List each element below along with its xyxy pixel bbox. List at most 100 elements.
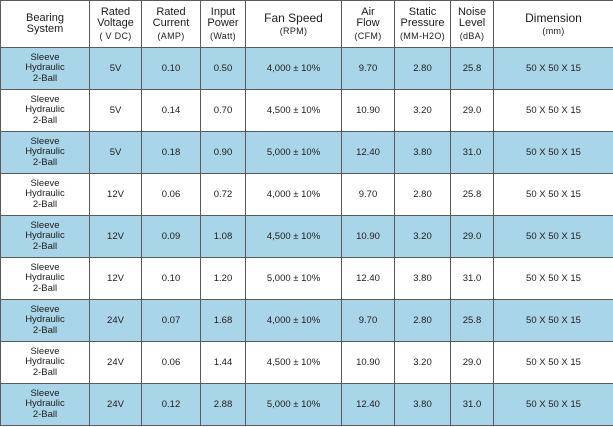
cell-voltage: 5V	[89, 89, 142, 132]
cell-current: 0.06	[141, 173, 201, 216]
bearing-line: 2-Ball	[32, 282, 58, 294]
cell-power: 0.70	[200, 89, 246, 132]
cell-current: 0.10	[141, 47, 201, 90]
cell-speed: 5,000 ± 10%	[245, 257, 342, 300]
bearing-line: Hydraulic	[25, 272, 65, 284]
table-row: Sleeve Hydraulic 2-Ball 24V 0.12 2.88 5,000 ± …	[0, 383, 613, 426]
cell-dimension: 50 X 50 X 15	[493, 131, 613, 174]
bearing-line: 2-Ball	[32, 366, 58, 378]
cell-pressure: 2.80	[394, 47, 451, 90]
cell-pressure: 2.80	[394, 299, 451, 342]
cell-pressure: 2.80	[394, 173, 451, 216]
cell-dimension: 50 X 50 X 15	[493, 341, 613, 384]
bearing-line: Hydraulic	[25, 62, 65, 74]
bearing-line: Sleeve	[30, 303, 60, 315]
bearing-line: Hydraulic	[25, 314, 65, 326]
cell-dimension: 50 X 50 X 15	[493, 47, 613, 90]
table-row: Sleeve Hydraulic 2-Ball 5V 0.10 0.50 4,000 ± 1…	[0, 47, 613, 90]
table-row: Sleeve Hydraulic 2-Ball 24V 0.06 1.44 4,500 ± …	[0, 341, 613, 384]
cell-speed: 4,500 ± 10%	[245, 341, 342, 384]
cell-noise: 29.0	[450, 341, 494, 384]
cell-bearing-system: Sleeve Hydraulic 2-Ball	[0, 47, 90, 90]
bearing-line: Sleeve	[30, 219, 60, 231]
header-input-power: Input Power (Watt)	[200, 0, 246, 48]
cell-voltage: 5V	[89, 47, 142, 90]
cell-current: 0.10	[141, 257, 201, 300]
cell-dimension: 50 X 50 X 15	[493, 383, 613, 426]
cell-airflow: 10.90	[341, 341, 395, 384]
bearing-line: 2-Ball	[32, 240, 58, 252]
bearing-line: 2-Ball	[32, 198, 58, 210]
table-row: Sleeve Hydraulic 2-Ball 5V 0.18 0.90 5,000 ± 1…	[0, 131, 613, 174]
table-body: Sleeve Hydraulic 2-Ball 5V 0.10 0.50 4,000 ± 1…	[0, 47, 613, 426]
table-header: Bearing System Rated Voltage ( V DC) Rat…	[0, 0, 613, 48]
cell-speed: 5,000 ± 10%	[245, 131, 342, 174]
cell-pressure: 3.20	[394, 341, 451, 384]
cell-power: 1.44	[200, 341, 246, 384]
header-rated-current: Rated Current (AMP)	[141, 0, 201, 48]
cell-bearing-system: Sleeve Hydraulic 2-Ball	[0, 383, 90, 426]
cell-speed: 5,000 ± 10%	[245, 383, 342, 426]
bearing-line: Sleeve	[30, 261, 60, 273]
cell-voltage: 12V	[89, 173, 142, 216]
cell-pressure: 3.80	[394, 383, 451, 426]
cell-airflow: 10.90	[341, 215, 395, 258]
bearing-line: Hydraulic	[25, 230, 65, 242]
cell-dimension: 50 X 50 X 15	[493, 257, 613, 300]
bearing-line: Hydraulic	[25, 104, 65, 116]
bearing-line: 2-Ball	[32, 114, 58, 126]
bearing-line: Sleeve	[30, 51, 60, 63]
cell-pressure: 3.80	[394, 131, 451, 174]
cell-airflow: 9.70	[341, 173, 395, 216]
cell-power: 1.08	[200, 215, 246, 258]
cell-voltage: 5V	[89, 131, 142, 174]
cell-bearing-system: Sleeve Hydraulic 2-Ball	[0, 173, 90, 216]
cell-current: 0.14	[141, 89, 201, 132]
cell-power: 0.50	[200, 47, 246, 90]
cell-voltage: 24V	[89, 341, 142, 384]
cell-power: 0.90	[200, 131, 246, 174]
cell-dimension: 50 X 50 X 15	[493, 215, 613, 258]
cell-speed: 4,500 ± 10%	[245, 215, 342, 258]
cell-bearing-system: Sleeve Hydraulic 2-Ball	[0, 257, 90, 300]
cell-power: 1.20	[200, 257, 246, 300]
bearing-line: 2-Ball	[32, 324, 58, 336]
cell-bearing-system: Sleeve Hydraulic 2-Ball	[0, 131, 90, 174]
bearing-line: 2-Ball	[32, 156, 58, 168]
cell-airflow: 9.70	[341, 299, 395, 342]
header-row: Bearing System Rated Voltage ( V DC) Rat…	[0, 0, 613, 48]
cell-noise: 29.0	[450, 89, 494, 132]
header-bearing-system: Bearing System	[0, 0, 90, 48]
cell-voltage: 12V	[89, 215, 142, 258]
cell-bearing-system: Sleeve Hydraulic 2-Ball	[0, 341, 90, 384]
cell-bearing-system: Sleeve Hydraulic 2-Ball	[0, 299, 90, 342]
cell-current: 0.07	[141, 299, 201, 342]
header-static-pressure: Static Pressure (MM-H2O)	[394, 0, 451, 48]
cell-power: 1.68	[200, 299, 246, 342]
cell-pressure: 3.80	[394, 257, 451, 300]
cell-dimension: 50 X 50 X 15	[493, 89, 613, 132]
bearing-line: Hydraulic	[25, 356, 65, 368]
bearing-line: 2-Ball	[32, 72, 58, 84]
header-air-flow: Air Flow (CFM)	[341, 0, 395, 48]
header-rated-voltage: Rated Voltage ( V DC)	[89, 0, 142, 48]
cell-power: 2.88	[200, 383, 246, 426]
cell-airflow: 9.70	[341, 47, 395, 90]
bearing-line: Sleeve	[30, 387, 60, 399]
cell-speed: 4,000 ± 10%	[245, 299, 342, 342]
cell-airflow: 12.40	[341, 131, 395, 174]
cell-noise: 31.0	[450, 257, 494, 300]
bearing-line: Sleeve	[30, 93, 60, 105]
cell-airflow: 10.90	[341, 89, 395, 132]
table-row: Sleeve Hydraulic 2-Ball 12V 0.09 1.08 4,500 ± …	[0, 215, 613, 258]
cell-voltage: 24V	[89, 383, 142, 426]
cell-current: 0.18	[141, 131, 201, 174]
cell-current: 0.12	[141, 383, 201, 426]
bearing-line: Sleeve	[30, 177, 60, 189]
cell-pressure: 3.20	[394, 89, 451, 132]
cell-noise: 31.0	[450, 383, 494, 426]
cell-dimension: 50 X 50 X 15	[493, 173, 613, 216]
bearing-line: Sleeve	[30, 135, 60, 147]
cell-voltage: 12V	[89, 257, 142, 300]
table-row: Sleeve Hydraulic 2-Ball 12V 0.06 0.72 4,000 ± …	[0, 173, 613, 216]
